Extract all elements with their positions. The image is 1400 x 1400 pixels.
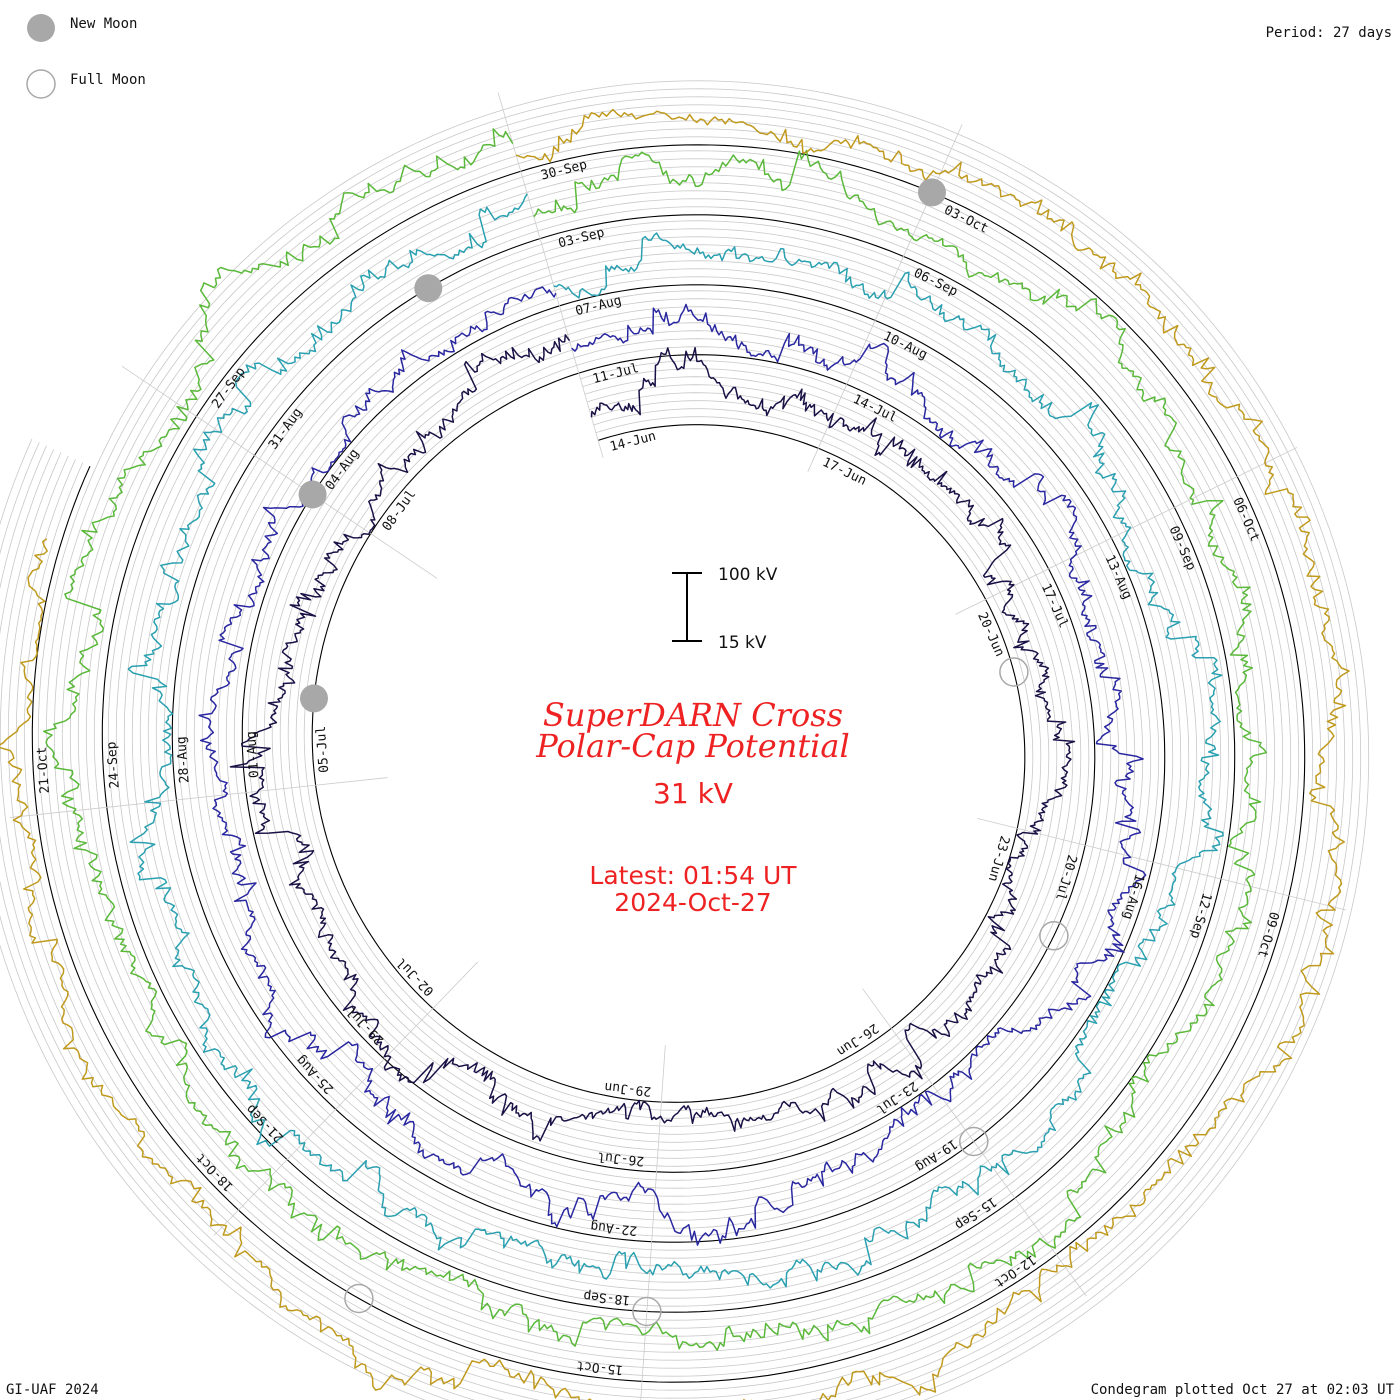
footer-right: Condegram plotted Oct 27 at 02:03 UT — [1091, 1382, 1395, 1398]
spoke — [497, 92, 604, 458]
full-moon-marker — [632, 1296, 662, 1327]
series-line-3 — [127, 193, 1224, 1289]
date-label: 01-Aug — [244, 731, 262, 779]
date-label: 18-Sep — [582, 1288, 630, 1308]
full-moon-marker — [959, 1126, 989, 1157]
date-label: 09-Oct — [1254, 910, 1281, 959]
series-line-2 — [198, 286, 1147, 1246]
date-label: 15-Oct — [576, 1357, 624, 1377]
date-label: 28-Aug — [174, 736, 192, 784]
new-moon-legend-label: New Moon — [70, 16, 137, 32]
date-label: 07-Aug — [574, 293, 623, 319]
chart-title-line2: Polar-Cap Potential — [535, 727, 849, 765]
date-label: 16-Aug — [1119, 872, 1146, 921]
new-moon-marker — [918, 178, 946, 207]
date-label: 30-Sep — [540, 157, 589, 183]
new-moon-marker — [300, 684, 328, 713]
full-moon-marker — [344, 1283, 374, 1314]
full-moon-marker — [1039, 921, 1069, 951]
grid-spiral — [0, 80, 1370, 1400]
grid-spiral — [0, 112, 1338, 1400]
grid-spiral — [15, 128, 1322, 1399]
scale-top-label: 100 kV — [718, 565, 778, 585]
new-moon-marker — [414, 274, 443, 303]
new-moon-marker — [298, 480, 327, 509]
date-label: 26-Jul — [597, 1148, 645, 1168]
date-label: 26-Jun — [834, 1020, 881, 1059]
period-label: Period: 27 days — [1266, 25, 1392, 41]
date-label: 12-Sep — [1187, 891, 1214, 940]
date-label: 22-Aug — [590, 1218, 638, 1238]
spoke — [9, 777, 388, 818]
date-label: 23-Jun — [985, 834, 1012, 883]
spoke — [640, 1045, 666, 1400]
current-value: 31 kV — [653, 777, 733, 810]
grid-spiral — [7, 120, 1330, 1400]
spoke — [213, 961, 479, 1236]
date-label: 03-Sep — [557, 225, 606, 251]
latest-time: Latest: 01:54 UT — [589, 861, 797, 890]
spoke — [862, 988, 1087, 1297]
date-label: 24-Sep — [104, 741, 122, 789]
date-label: 11-Jul — [591, 361, 640, 387]
grid-spiral — [0, 88, 1362, 1400]
latest-date: 2024-Oct-27 — [614, 888, 771, 917]
scale-bottom-label: 15 kV — [718, 633, 767, 653]
chart-title-line1: SuperDARN Cross — [543, 696, 843, 734]
date-label: 14-Jun — [608, 429, 657, 455]
grid-spiral — [0, 104, 1346, 1400]
date-label: 20-Jul — [1052, 853, 1079, 902]
date-label: 29-Jun — [604, 1079, 652, 1099]
series-line-1 — [229, 334, 1076, 1142]
footer-left: GI-UAF 2024 — [6, 1382, 99, 1398]
full-moon-legend-icon — [26, 69, 56, 99]
series-line-4 — [43, 128, 1268, 1351]
spoke — [977, 817, 1347, 911]
data-traces — [0, 108, 1350, 1400]
spoke — [121, 365, 438, 579]
moon-markers — [298, 178, 1069, 1327]
date-label: 05-Jul — [314, 725, 332, 773]
date-label: 21-Oct — [35, 746, 53, 794]
grid-spiral — [0, 96, 1354, 1400]
new-moon-legend-icon — [27, 14, 55, 42]
full-moon-legend-label: Full Moon — [70, 72, 146, 88]
series-line-5 — [0, 108, 1350, 1400]
full-moon-marker — [999, 657, 1029, 687]
